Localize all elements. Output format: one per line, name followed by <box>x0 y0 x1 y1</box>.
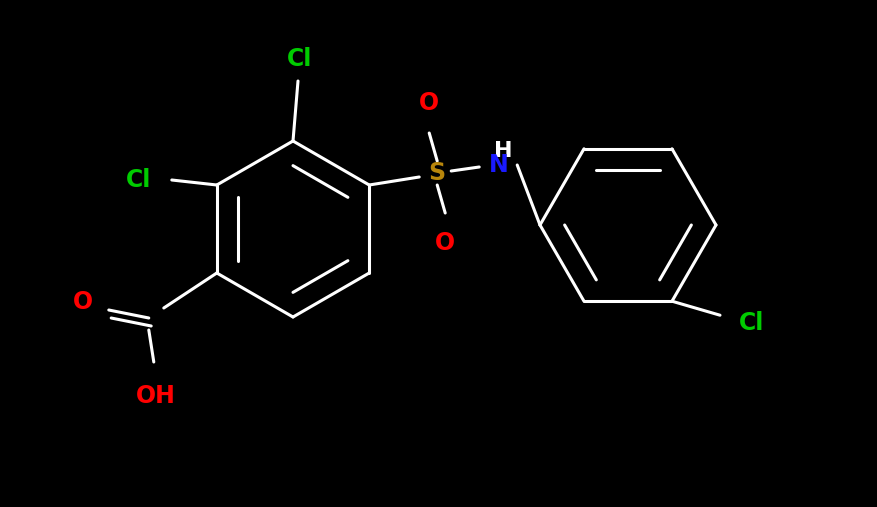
Text: Cl: Cl <box>288 47 313 71</box>
Text: N: N <box>489 153 509 177</box>
Text: O: O <box>435 231 455 255</box>
Text: O: O <box>419 91 439 115</box>
Text: Cl: Cl <box>739 311 765 335</box>
Text: H: H <box>494 141 512 161</box>
Text: Cl: Cl <box>126 168 152 192</box>
Text: O: O <box>73 290 93 314</box>
Text: S: S <box>429 161 446 185</box>
Text: OH: OH <box>136 384 175 408</box>
